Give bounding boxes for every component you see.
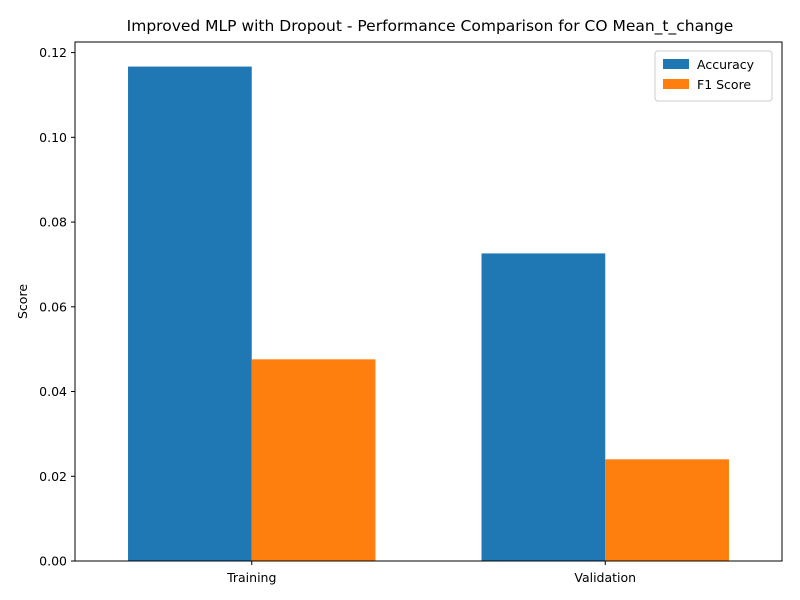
legend-swatch	[663, 79, 689, 89]
x-tick-label: Validation	[574, 570, 636, 585]
y-axis-label: Score	[15, 284, 30, 319]
chart-title: Improved MLP with Dropout - Performance …	[127, 17, 734, 36]
y-tick-label: 0.08	[39, 215, 67, 230]
y-tick-label: 0.10	[39, 130, 67, 145]
legend-swatch	[663, 59, 689, 69]
bars-layer	[128, 66, 729, 561]
x-axis: Training Validation	[226, 561, 636, 585]
plot-frame	[74, 41, 783, 562]
y-tick-label: 0.06	[39, 299, 67, 314]
bar-f1-score-training	[251, 359, 376, 561]
y-axis: 0.00 0.02 0.04 0.06 0.08 0.10 0.12	[39, 45, 75, 569]
legend: Accuracy F1 Score	[654, 50, 773, 102]
legend-label: Accuracy	[697, 57, 755, 72]
x-tick-label: Training	[226, 570, 276, 585]
bar-accuracy-validation	[481, 253, 606, 561]
bar-accuracy-training	[128, 66, 252, 561]
y-tick-label: 0.12	[39, 45, 67, 60]
y-tick-label: 0.02	[39, 469, 67, 484]
legend-label: F1 Score	[697, 77, 751, 92]
y-tick-label: 0.04	[39, 384, 67, 399]
y-tick-label: 0.00	[39, 554, 67, 569]
bar-f1-score-validation	[605, 459, 729, 561]
